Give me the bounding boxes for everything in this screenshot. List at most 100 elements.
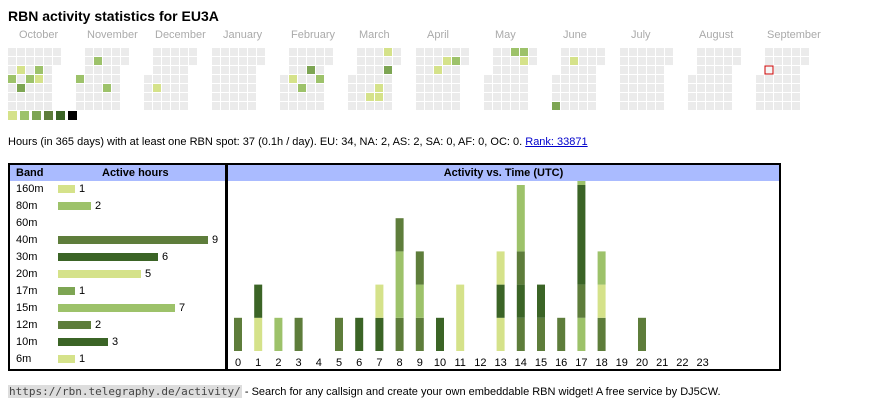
day-cell[interactable] xyxy=(452,102,460,110)
day-cell[interactable] xyxy=(629,84,637,92)
day-cell[interactable] xyxy=(53,48,61,56)
day-cell[interactable] xyxy=(638,102,646,110)
day-cell[interactable] xyxy=(357,84,365,92)
day-cell[interactable] xyxy=(85,48,93,56)
day-cell[interactable] xyxy=(221,66,229,74)
day-cell[interactable] xyxy=(733,48,741,56)
day-cell[interactable] xyxy=(629,75,637,83)
day-cell[interactable] xyxy=(688,93,696,101)
day-cell[interactable] xyxy=(307,48,315,56)
day-cell[interactable] xyxy=(76,102,84,110)
day-cell[interactable] xyxy=(307,57,315,65)
day-cell[interactable] xyxy=(434,75,442,83)
day-cell[interactable] xyxy=(570,66,578,74)
day-cell[interactable] xyxy=(765,93,773,101)
day-cell[interactable] xyxy=(230,48,238,56)
day-cell[interactable] xyxy=(103,102,111,110)
day-cell[interactable] xyxy=(17,48,25,56)
day-cell[interactable] xyxy=(724,66,732,74)
day-cell[interactable] xyxy=(348,102,356,110)
day-cell[interactable] xyxy=(783,66,791,74)
day-cell[interactable] xyxy=(783,57,791,65)
day-cell[interactable] xyxy=(112,57,120,65)
day-cell[interactable] xyxy=(561,84,569,92)
day-cell[interactable] xyxy=(552,75,560,83)
day-cell[interactable] xyxy=(715,66,723,74)
day-cell[interactable] xyxy=(529,57,537,65)
day-cell[interactable] xyxy=(307,84,315,92)
day-cell[interactable] xyxy=(239,57,247,65)
day-cell[interactable] xyxy=(493,75,501,83)
day-cell[interactable] xyxy=(638,84,646,92)
day-cell[interactable] xyxy=(162,84,170,92)
day-cell[interactable] xyxy=(765,57,773,65)
day-cell[interactable] xyxy=(212,93,220,101)
day-cell[interactable] xyxy=(434,93,442,101)
day-cell[interactable] xyxy=(357,102,365,110)
day-cell[interactable] xyxy=(588,57,596,65)
day-cell[interactable] xyxy=(221,102,229,110)
day-cell[interactable] xyxy=(461,57,469,65)
day-cell[interactable] xyxy=(715,75,723,83)
day-cell[interactable] xyxy=(706,57,714,65)
day-cell[interactable] xyxy=(416,66,424,74)
day-cell[interactable] xyxy=(153,75,161,83)
day-cell[interactable] xyxy=(588,84,596,92)
day-cell[interactable] xyxy=(144,102,152,110)
day-cell[interactable] xyxy=(579,66,587,74)
day-cell[interactable] xyxy=(375,66,383,74)
day-cell[interactable] xyxy=(221,57,229,65)
day-cell[interactable] xyxy=(17,66,25,74)
day-cell[interactable] xyxy=(656,57,664,65)
day-cell[interactable] xyxy=(325,48,333,56)
day-cell[interactable] xyxy=(162,93,170,101)
day-cell[interactable] xyxy=(552,102,560,110)
day-cell[interactable] xyxy=(189,57,197,65)
day-cell[interactable] xyxy=(212,75,220,83)
day-cell[interactable] xyxy=(647,57,655,65)
day-cell[interactable] xyxy=(792,57,800,65)
day-cell[interactable] xyxy=(375,93,383,101)
day-cell[interactable] xyxy=(316,48,324,56)
day-cell[interactable] xyxy=(697,102,705,110)
day-cell[interactable] xyxy=(493,93,501,101)
day-cell[interactable] xyxy=(801,57,809,65)
day-cell[interactable] xyxy=(774,93,782,101)
day-cell[interactable] xyxy=(94,75,102,83)
day-cell[interactable] xyxy=(588,75,596,83)
day-cell[interactable] xyxy=(239,84,247,92)
day-cell[interactable] xyxy=(153,93,161,101)
day-cell[interactable] xyxy=(570,102,578,110)
day-cell[interactable] xyxy=(162,48,170,56)
day-cell[interactable] xyxy=(221,93,229,101)
day-cell[interactable] xyxy=(511,75,519,83)
day-cell[interactable] xyxy=(774,102,782,110)
day-cell[interactable] xyxy=(529,48,537,56)
day-cell[interactable] xyxy=(783,84,791,92)
day-cell[interactable] xyxy=(792,84,800,92)
day-cell[interactable] xyxy=(443,57,451,65)
day-cell[interactable] xyxy=(375,75,383,83)
day-cell[interactable] xyxy=(289,66,297,74)
day-cell[interactable] xyxy=(502,84,510,92)
day-cell[interactable] xyxy=(375,102,383,110)
day-cell[interactable] xyxy=(588,102,596,110)
day-cell[interactable] xyxy=(620,75,628,83)
day-cell[interactable] xyxy=(357,48,365,56)
day-cell[interactable] xyxy=(171,48,179,56)
day-cell[interactable] xyxy=(443,102,451,110)
day-cell[interactable] xyxy=(416,102,424,110)
day-cell[interactable] xyxy=(638,66,646,74)
day-cell[interactable] xyxy=(348,93,356,101)
day-cell[interactable] xyxy=(764,65,774,75)
day-cell[interactable] xyxy=(393,57,401,65)
day-cell[interactable] xyxy=(706,93,714,101)
day-cell[interactable] xyxy=(35,57,43,65)
day-cell[interactable] xyxy=(112,66,120,74)
day-cell[interactable] xyxy=(298,48,306,56)
day-cell[interactable] xyxy=(180,75,188,83)
day-cell[interactable] xyxy=(493,84,501,92)
day-cell[interactable] xyxy=(280,93,288,101)
day-cell[interactable] xyxy=(724,102,732,110)
day-cell[interactable] xyxy=(647,84,655,92)
